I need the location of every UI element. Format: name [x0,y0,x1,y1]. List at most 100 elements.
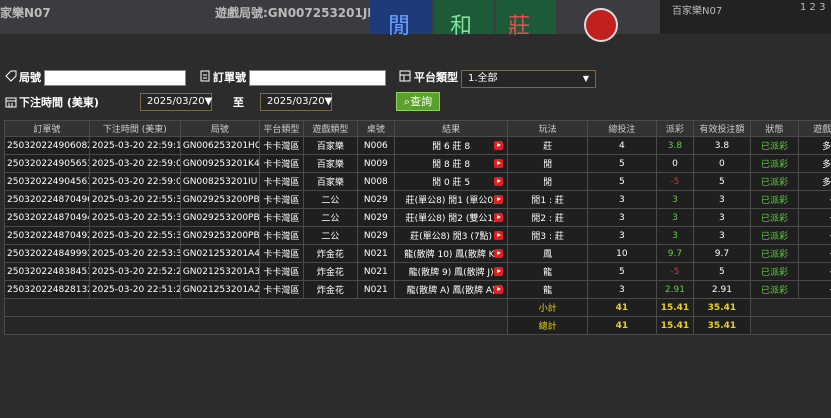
cell: 2025-03-20 22:59:07 [88,154,181,173]
bet-row: 250320224904563 2025-03-20 22:59:01 GN0082… [4,172,831,191]
cell: 閒 6 莊 8 [394,136,509,155]
cell: -5 [655,172,695,191]
cell: 已派彩 [749,262,800,281]
cell: N009 [356,154,396,173]
play-icon[interactable] [494,177,504,186]
cell-text: 3 [719,230,725,241]
cell: 已派彩 [749,244,800,263]
cell: N021 [356,244,396,263]
play-icon[interactable] [494,231,504,240]
cell-text: 9.7 [667,248,683,259]
platform-select[interactable]: 1.全部 ▼ [461,70,596,88]
cell: 2.91 [693,280,751,299]
cell: 百家樂 [303,154,358,173]
cell-text: 2.91 [664,284,685,295]
cell: 卡卡灣區 [258,226,305,245]
cell-text: 5 [619,158,625,169]
cell: 龍(散牌 9) 鳳(散牌 J) [394,262,509,281]
play-icon[interactable] [494,159,504,168]
cell-text: 3 [719,194,725,205]
cell-text: 卡卡灣區 [263,178,300,188]
cell: 二公 [303,226,358,245]
cell-text: 250320224838453 [7,266,90,277]
cell: 3.8 [693,136,751,155]
cell: 5 [693,172,751,191]
cell: 9.7 [693,244,751,263]
bg-text: 百家樂N07 [672,6,723,17]
column-header: 下注時間 (美東) [88,120,181,137]
play-icon[interactable] [494,249,504,258]
play-icon[interactable] [494,267,504,276]
cell-text: N008 [363,176,388,187]
cell-text: 0 [672,158,678,169]
cell: 4 [587,136,657,155]
cell-text: - [829,249,831,259]
total-label: 總計 [538,322,557,332]
cell [749,316,831,335]
cell-text: 二公 [321,232,340,242]
order-label: 訂單號 [213,71,246,84]
cell-text: 百家樂 [316,142,344,152]
cell-text: GN008253201IU [182,176,258,187]
play-icon[interactable] [494,195,504,204]
play-icon[interactable] [494,285,504,294]
cell-text: 已派彩 [760,196,788,206]
query-button[interactable]: ⌕查詢 [396,92,440,111]
date-to[interactable]: 2025/03/20▼ [260,93,332,111]
cell-text: 卡卡灣區 [263,268,300,278]
cell: 2.91 [655,280,695,299]
column-header: 玩法 [507,120,589,137]
cell: 已派彩 [749,226,800,245]
column-header: 遊戲類型 [303,120,358,137]
cell-text: 閒 [543,178,553,188]
cell-text: 250320224849992 [7,248,90,259]
cell-text: -5 [670,176,680,187]
cell-text: N021 [363,248,388,259]
cell: 龍 [507,262,589,281]
cell-text: 3 [619,212,625,223]
cell: 9.7 [655,244,695,263]
column-header: 派彩 [655,120,695,137]
cell-text: N021 [363,284,388,295]
cell: 莊(單公8) 閒2 (雙公1) [394,208,509,227]
cell: 卡卡灣區 [258,208,305,227]
cell-text: 250320224870496 [7,194,90,205]
round-input[interactable] [44,70,186,86]
play-icon[interactable] [494,213,504,222]
cell-text: - [829,213,831,223]
cell: N029 [356,208,396,227]
cell: 卡卡灣區 [258,244,305,263]
cell-text: 龍 [543,286,553,296]
cell-text: 10 [616,248,628,259]
cell: N021 [356,262,396,281]
play-icon[interactable] [494,141,504,150]
cell: 二公 [303,190,358,209]
cell: 3 [693,208,751,227]
to-label: 至 [233,96,244,109]
column-header: 狀態 [749,120,800,137]
cell-text: - [829,285,831,295]
platform-label: 平台類型 [414,71,458,84]
cell-text: 炸金花 [316,268,344,278]
cell: GN029253200PB [179,226,260,245]
cell: GN021253201A4 [179,244,260,263]
cell-text: 閒1 : 莊 [531,196,564,206]
cell: 250320224905653 [4,154,90,173]
cell: 總計 [507,316,589,335]
subtotal-value: 15.41 [660,302,690,313]
date-from[interactable]: 2025/03/20▼ [140,93,212,111]
order-input[interactable] [249,70,386,86]
cell-text: N029 [363,212,388,223]
cell: - [798,226,831,245]
cell-text: 3 [672,212,678,223]
cell: 閒 [507,172,589,191]
cell-text: GN006253201HO [182,140,260,151]
cell: 卡卡灣區 [258,280,305,299]
cell-text: 250320224870494 [7,212,90,223]
cell: 250320224904563 [4,172,90,191]
cell-text: 5 [719,176,725,187]
cell: 鳳 [507,244,589,263]
cell-text: 已派彩 [760,142,788,152]
cell-text: GN029253200PB [182,230,260,241]
cell-text: 閒3 : 莊 [531,232,564,242]
